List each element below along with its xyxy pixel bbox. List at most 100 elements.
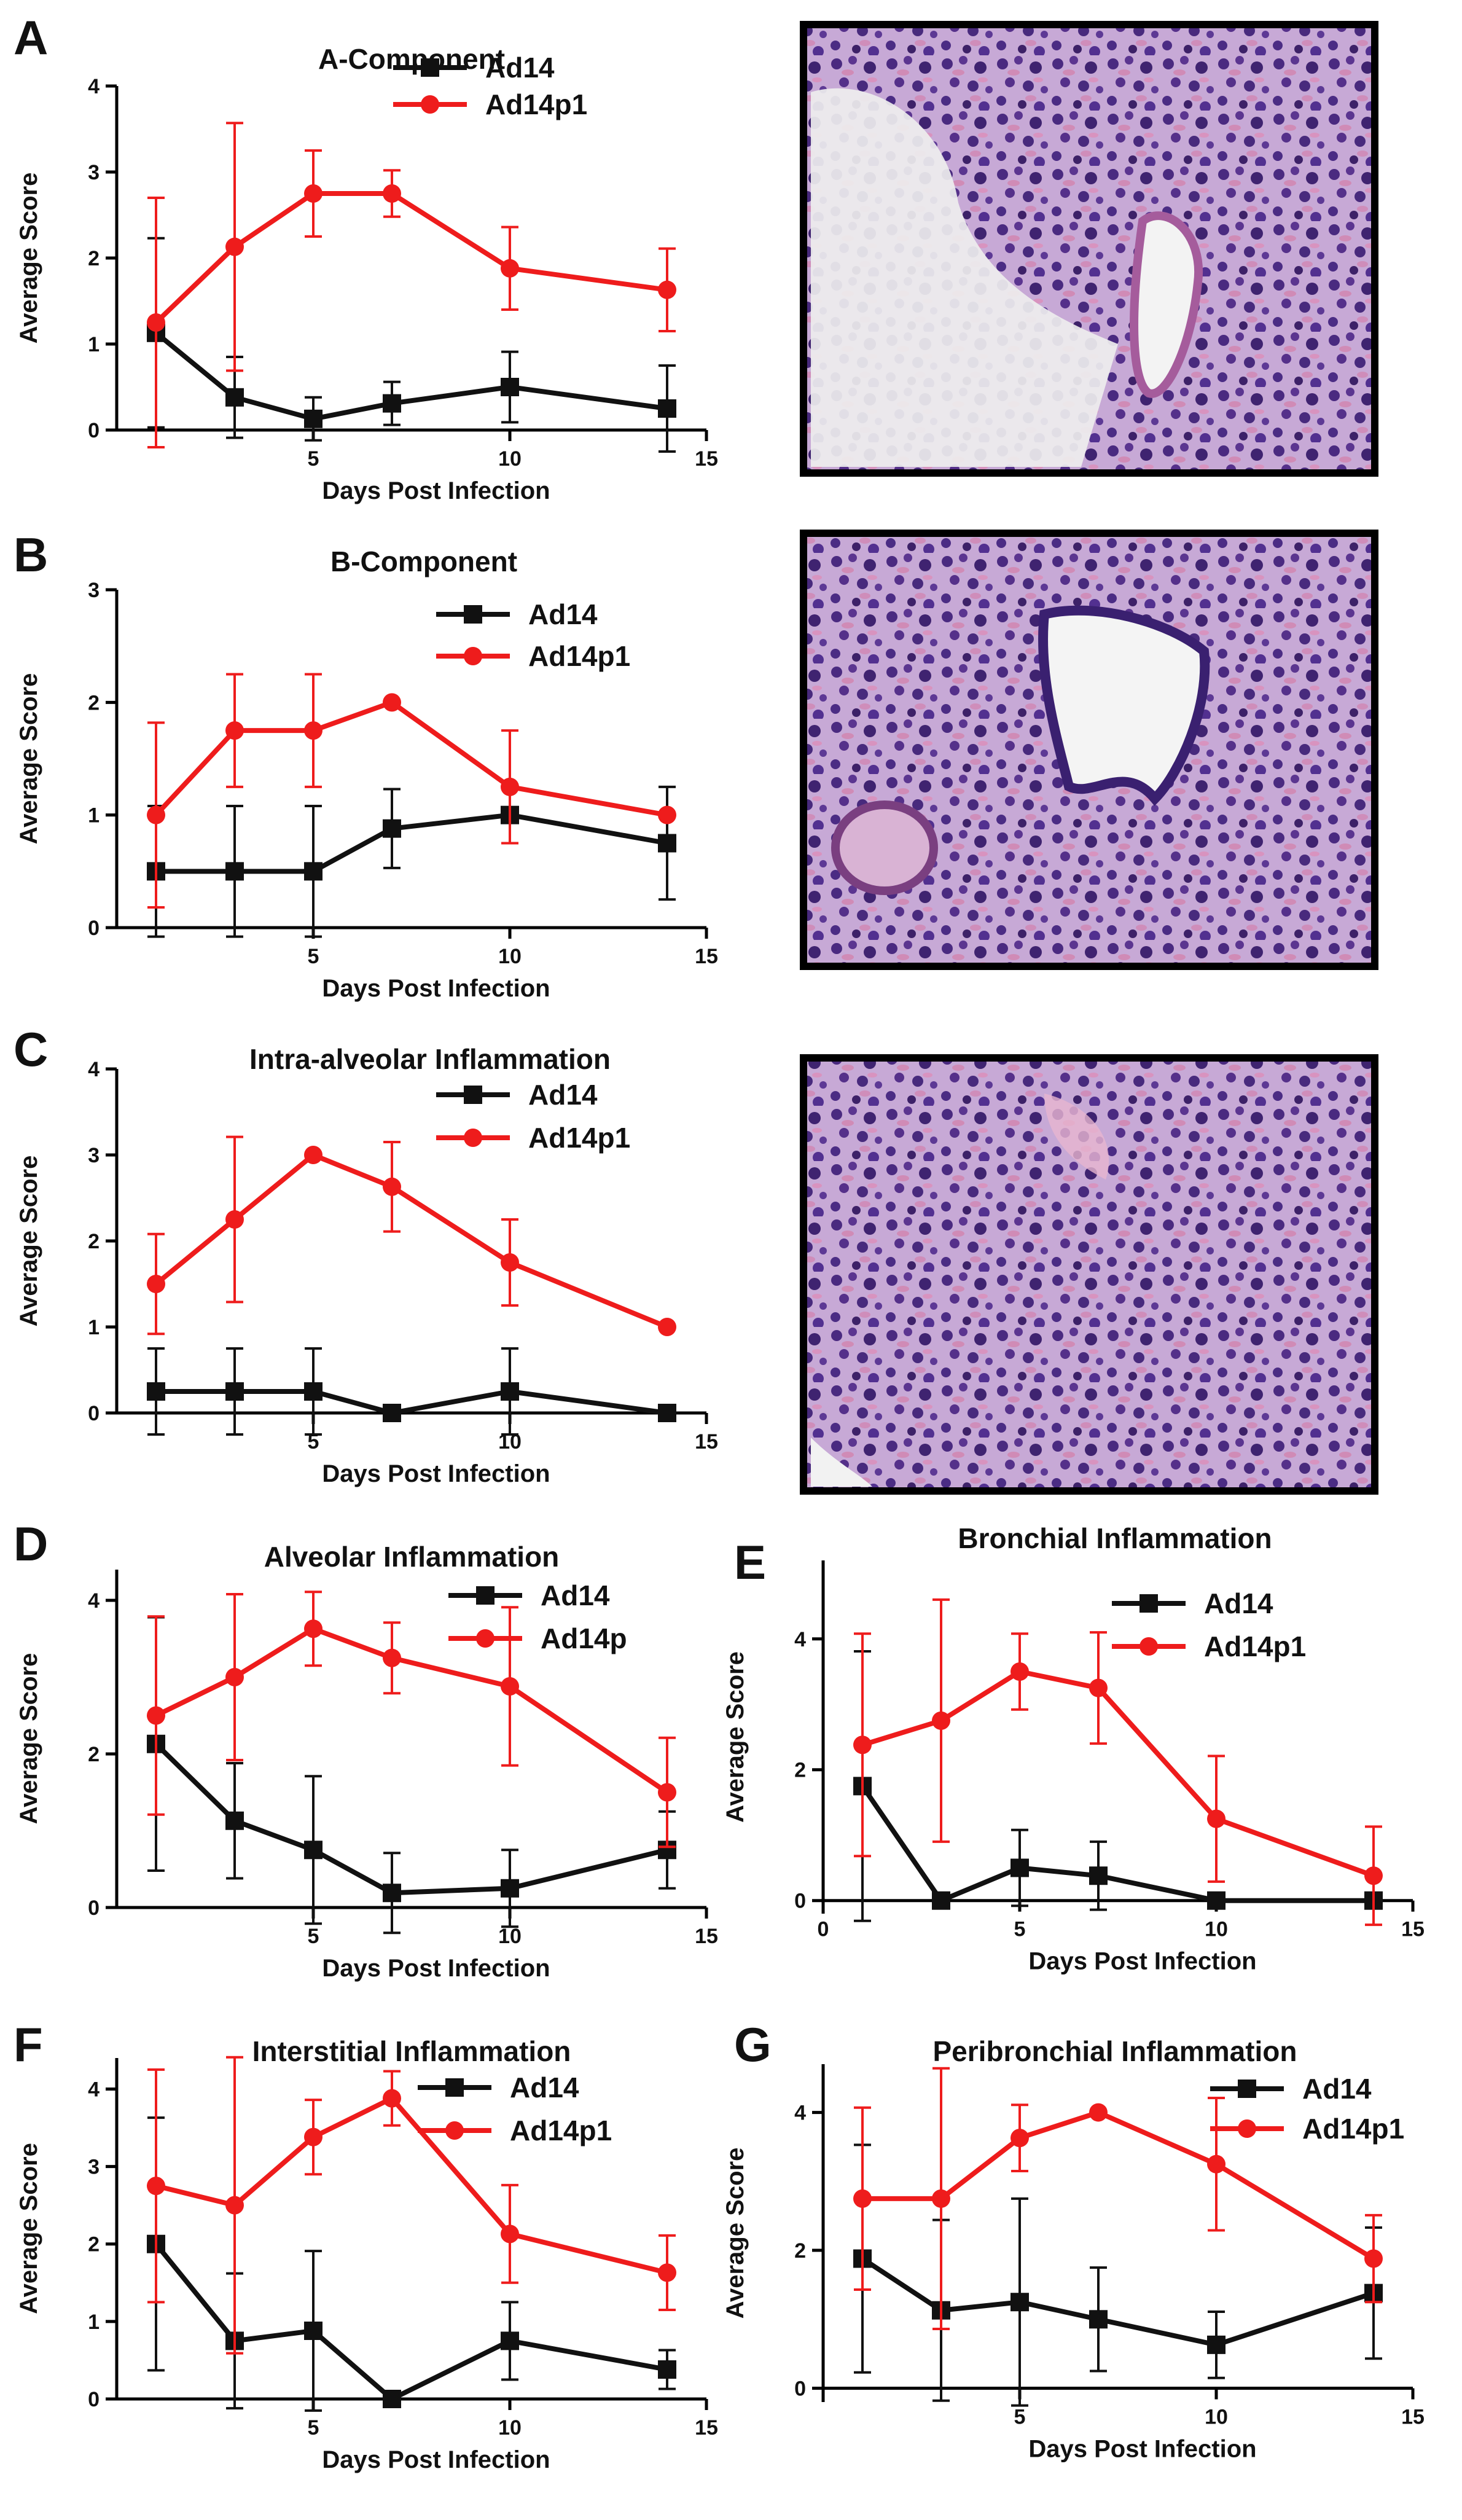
series-ad14p (147, 1591, 676, 1849)
data-point (225, 2196, 244, 2215)
legend-label: Ad14p1 (1302, 2113, 1404, 2145)
y-tick-label: 0 (794, 2377, 806, 2401)
series-ad14 (853, 1650, 1383, 1922)
x-tick-label: 15 (695, 1430, 718, 1454)
legend-marker (464, 1129, 482, 1147)
data-point (501, 1677, 519, 1696)
series-line (154, 331, 668, 421)
panel-letter-f: F (14, 2017, 43, 2072)
x-tick-label: 10 (498, 2416, 522, 2440)
chart-title: B-Component (330, 546, 517, 577)
data-point (225, 721, 244, 740)
series-ad14p1 (853, 1598, 1383, 1927)
y-tick-label: 2 (794, 1759, 806, 1782)
legend-label: Ad14 (1302, 2073, 1372, 2105)
data-point (304, 2127, 322, 2146)
series-ad14p1 (147, 1135, 676, 1336)
data-point (383, 2390, 401, 2408)
x-tick-label: 15 (1401, 1918, 1425, 1941)
data-point (932, 2189, 950, 2208)
legend-marker (421, 58, 439, 77)
data-point (304, 1841, 322, 1860)
y-tick-label: 0 (88, 1896, 100, 1920)
chart-title: Interstitial Inflammation (252, 2035, 571, 2067)
x-axis-label: Days Post Infection (322, 2446, 550, 2473)
data-point (383, 2089, 401, 2108)
legend-marker (445, 2078, 464, 2097)
data-point (658, 399, 676, 418)
data-point (1089, 1866, 1108, 1885)
data-point (1011, 1858, 1029, 1877)
data-point (501, 1253, 519, 1272)
histology-image-b (800, 530, 1378, 970)
data-point (147, 2177, 165, 2196)
data-point (147, 1706, 165, 1725)
chart-title: Alveolar Inflammation (264, 1541, 560, 1573)
data-point (383, 1404, 401, 1422)
series-ad14 (147, 1347, 676, 1436)
charts-layer: A-Component 0 1 2 3 4 5 10 15 Days Post Infection… (15, 43, 1425, 2473)
x-axis-label: Days Post Infection (322, 1460, 550, 1487)
data-point (147, 805, 165, 824)
y-tick-label: 4 (88, 75, 100, 98)
legend-label: Ad14p1 (510, 2115, 612, 2146)
data-point (304, 1382, 322, 1401)
x-tick-label: 10 (498, 945, 522, 968)
series-line (861, 2256, 1375, 2347)
data-point (225, 1811, 244, 1830)
y-axis-label: Average Score (722, 2148, 749, 2319)
x-axis-label: Days Post Infection (1028, 1948, 1256, 1975)
legend-label: Ad14p (541, 1622, 627, 1654)
series-line (154, 1742, 668, 1896)
x-tick-label: 15 (695, 2416, 718, 2440)
series-ad14 (147, 785, 676, 938)
series-line (155, 2095, 668, 2275)
series-line (860, 1785, 1374, 1903)
data-point (304, 2322, 322, 2340)
data-point (932, 1891, 950, 1910)
data-point (225, 1668, 244, 1686)
y-tick-label: 0 (88, 917, 100, 940)
data-point (501, 1879, 519, 1898)
legend-marker (1140, 1594, 1158, 1613)
panel-letter-e: E (734, 1535, 766, 1589)
chart-f: Interstitial Inflammation 0 1 2 3 4 5 10 15 Days … (15, 2035, 718, 2473)
legend-label: Ad14 (541, 1579, 610, 1611)
y-tick-label: 0 (88, 2388, 100, 2411)
data-point (658, 2360, 676, 2379)
data-point (658, 834, 676, 853)
y-tick-label: 2 (88, 1743, 100, 1766)
x-tick-label: 10 (498, 447, 522, 471)
y-tick-label: 2 (88, 2233, 100, 2256)
y-tick-label: 4 (88, 2078, 100, 2101)
y-tick-label: 1 (88, 333, 100, 356)
y-tick-label: 4 (794, 1628, 806, 1651)
x-tick-label: 10 (1205, 1918, 1228, 1941)
series-ad14 (853, 2143, 1383, 2407)
legend-label: Ad14 (510, 2072, 579, 2103)
data-point (1011, 2293, 1029, 2312)
legend-marker (1140, 1637, 1158, 1656)
legend-label: Ad14 (485, 52, 555, 84)
panel-letter-c: C (14, 1022, 48, 1076)
legend-label: Ad14p1 (485, 88, 587, 120)
y-axis-label: Average Score (15, 673, 42, 845)
chart-title: A-Component (318, 43, 505, 75)
y-tick-label: 3 (88, 1144, 100, 1167)
x-axis-label: Days Post Infection (322, 1955, 550, 1982)
legend-marker (476, 1586, 495, 1605)
series-ad14p1 (147, 122, 676, 448)
x-tick-label: 5 (308, 1430, 319, 1454)
histology-image-c (800, 1054, 1378, 1495)
series-ad14 (147, 2116, 676, 2412)
x-tick-label: 5 (308, 2416, 319, 2440)
legend-marker (445, 2121, 464, 2140)
data-point (501, 2331, 519, 2350)
panel-letter-b: B (14, 528, 48, 582)
x-tick-label: 15 (695, 1925, 718, 1948)
data-point (658, 2263, 676, 2282)
x-tick-label: 5 (308, 945, 319, 968)
data-point (853, 1735, 872, 1755)
data-point (658, 1783, 676, 1802)
